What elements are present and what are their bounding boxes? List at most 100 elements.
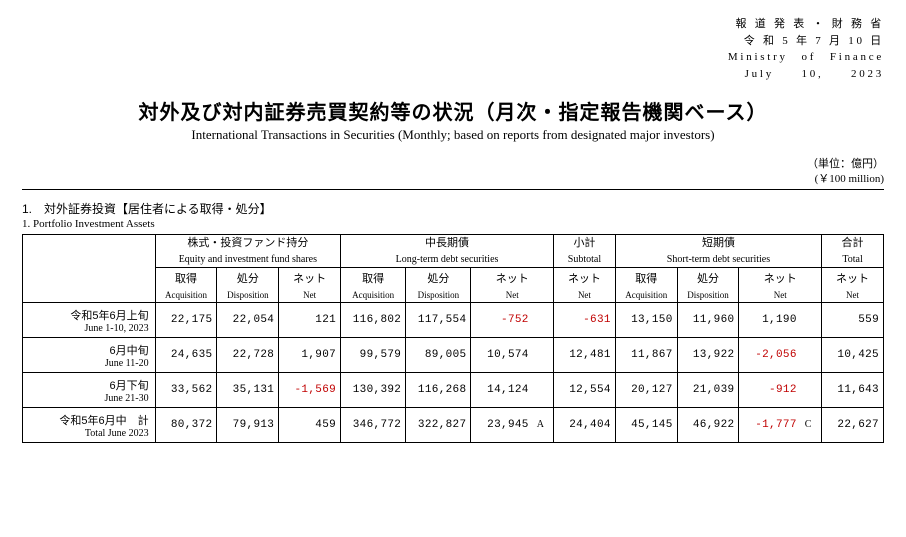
- note-cell: C: [801, 407, 822, 442]
- col-group-subtotal-en: Subtotal: [554, 252, 616, 268]
- sub-sub-net-ja: ネット: [554, 267, 616, 288]
- sub-st-net-en: Net: [739, 288, 822, 303]
- table-cell: -631: [554, 302, 616, 337]
- section-heading-en: 1. Portfolio Investment Assets: [22, 218, 884, 230]
- table-cell: 22,054: [217, 302, 279, 337]
- note-cell: A: [533, 407, 554, 442]
- sub-lt-dis-ja: 処分: [406, 267, 471, 288]
- row-label: 令和5年6月中 計Total June 2023: [23, 407, 156, 442]
- sub-lt-net-en: Net: [471, 288, 554, 303]
- table-cell: 79,913: [217, 407, 279, 442]
- table-cell: 33,562: [155, 372, 217, 407]
- col-group-total-ja: 合計: [822, 234, 884, 252]
- sub-st-dis-ja: 処分: [677, 267, 739, 288]
- pub-line-4: July 10, 2023: [22, 66, 884, 83]
- table-cell: -912: [739, 372, 801, 407]
- col-group-equity-en: Equity and investment fund shares: [155, 252, 340, 268]
- table-cell: 14,124: [471, 372, 533, 407]
- table-cell: 346,772: [341, 407, 406, 442]
- table-cell: -2,056: [739, 337, 801, 372]
- table-cell: 35,131: [217, 372, 279, 407]
- table-cell: 117,554: [406, 302, 471, 337]
- table-cell: 20,127: [615, 372, 677, 407]
- table-cell: -1,569: [279, 372, 341, 407]
- table-cell: 21,039: [677, 372, 739, 407]
- page-title-ja: 対外及び対内証券売買契約等の状況（月次・指定報告機関ベース）: [22, 96, 884, 125]
- note-cell: [801, 372, 822, 407]
- table-cell: 11,867: [615, 337, 677, 372]
- table-cell: 559: [822, 302, 884, 337]
- table-cell: 22,627: [822, 407, 884, 442]
- section-heading-ja: 1. 対外証券投資【居住者による取得・処分】: [22, 200, 884, 217]
- row-label: 6月下旬June 21-30: [23, 372, 156, 407]
- sub-lt-acq-en: Acquisition: [341, 288, 406, 303]
- pub-line-2: 令 和 5 年 7 月 10 日: [22, 33, 884, 50]
- col-group-total-en: Total: [822, 252, 884, 268]
- unit-en: (￥100 million): [22, 172, 884, 187]
- note-cell: [801, 302, 822, 337]
- sub-st-net-ja: ネット: [739, 267, 822, 288]
- table-cell: 46,922: [677, 407, 739, 442]
- sub-eq-acq-en: Acquisition: [155, 288, 217, 303]
- row-label: 6月中旬June 11-20: [23, 337, 156, 372]
- col-group-subtotal-ja: 小計: [554, 234, 616, 252]
- table-cell: 24,635: [155, 337, 217, 372]
- table-cell: 22,728: [217, 337, 279, 372]
- sub-tot-net-ja: ネット: [822, 267, 884, 288]
- table-cell: 10,425: [822, 337, 884, 372]
- col-group-equity-ja: 株式・投資ファンド持分: [155, 234, 340, 252]
- sub-lt-acq-ja: 取得: [341, 267, 406, 288]
- table-cell: 45,145: [615, 407, 677, 442]
- pub-line-1: 報 道 発 表 ・ 財 務 省: [22, 16, 884, 33]
- table-cell: 12,481: [554, 337, 616, 372]
- sub-eq-dis-ja: 処分: [217, 267, 279, 288]
- table-cell: 459: [279, 407, 341, 442]
- note-cell: [801, 337, 822, 372]
- sub-tot-net-en: Net: [822, 288, 884, 303]
- table-cell: 23,945: [471, 407, 533, 442]
- sub-eq-net-en: Net: [279, 288, 341, 303]
- table-cell: -1,777: [739, 407, 801, 442]
- table-cell: 121: [279, 302, 341, 337]
- table-cell: 116,268: [406, 372, 471, 407]
- sub-lt-dis-en: Disposition: [406, 288, 471, 303]
- sub-st-acq-ja: 取得: [615, 267, 677, 288]
- table-cell: 10,574: [471, 337, 533, 372]
- col-group-shortterm-ja: 短期債: [615, 234, 821, 252]
- sub-st-acq-en: Acquisition: [615, 288, 677, 303]
- sub-st-dis-en: Disposition: [677, 288, 739, 303]
- table-cell: 89,005: [406, 337, 471, 372]
- note-cell: [533, 302, 554, 337]
- sub-eq-dis-en: Disposition: [217, 288, 279, 303]
- sub-lt-net-ja: ネット: [471, 267, 554, 288]
- divider: [22, 189, 884, 190]
- table-cell: 13,150: [615, 302, 677, 337]
- table-cell: 130,392: [341, 372, 406, 407]
- unit-ja: （単位：億円）: [22, 157, 884, 172]
- table-cell: 11,960: [677, 302, 739, 337]
- unit-block: （単位：億円） (￥100 million): [22, 157, 884, 187]
- note-cell: [533, 372, 554, 407]
- table-cell: 99,579: [341, 337, 406, 372]
- col-group-longterm-ja: 中長期債: [341, 234, 554, 252]
- table-cell: 322,827: [406, 407, 471, 442]
- table-cell: 1,190: [739, 302, 801, 337]
- table-cell: 116,802: [341, 302, 406, 337]
- note-cell: [533, 337, 554, 372]
- table-cell: -752: [471, 302, 533, 337]
- table-cell: 22,175: [155, 302, 217, 337]
- table-cell: 1,907: [279, 337, 341, 372]
- col-group-longterm-en: Long-term debt securities: [341, 252, 554, 268]
- table-cell: 11,643: [822, 372, 884, 407]
- pub-line-3: Ministry of Finance: [22, 49, 884, 66]
- col-group-shortterm-en: Short-term debt securities: [615, 252, 821, 268]
- sub-sub-net-en: Net: [554, 288, 616, 303]
- table-cell: 24,404: [554, 407, 616, 442]
- row-label: 令和5年6月上旬June 1-10, 2023: [23, 302, 156, 337]
- sub-eq-net-ja: ネット: [279, 267, 341, 288]
- sub-eq-acq-ja: 取得: [155, 267, 217, 288]
- publisher-block: 報 道 発 表 ・ 財 務 省 令 和 5 年 7 月 10 日 Ministr…: [22, 16, 884, 82]
- table-cell: 80,372: [155, 407, 217, 442]
- page-title-en: International Transactions in Securities…: [22, 127, 884, 143]
- table-cell: 12,554: [554, 372, 616, 407]
